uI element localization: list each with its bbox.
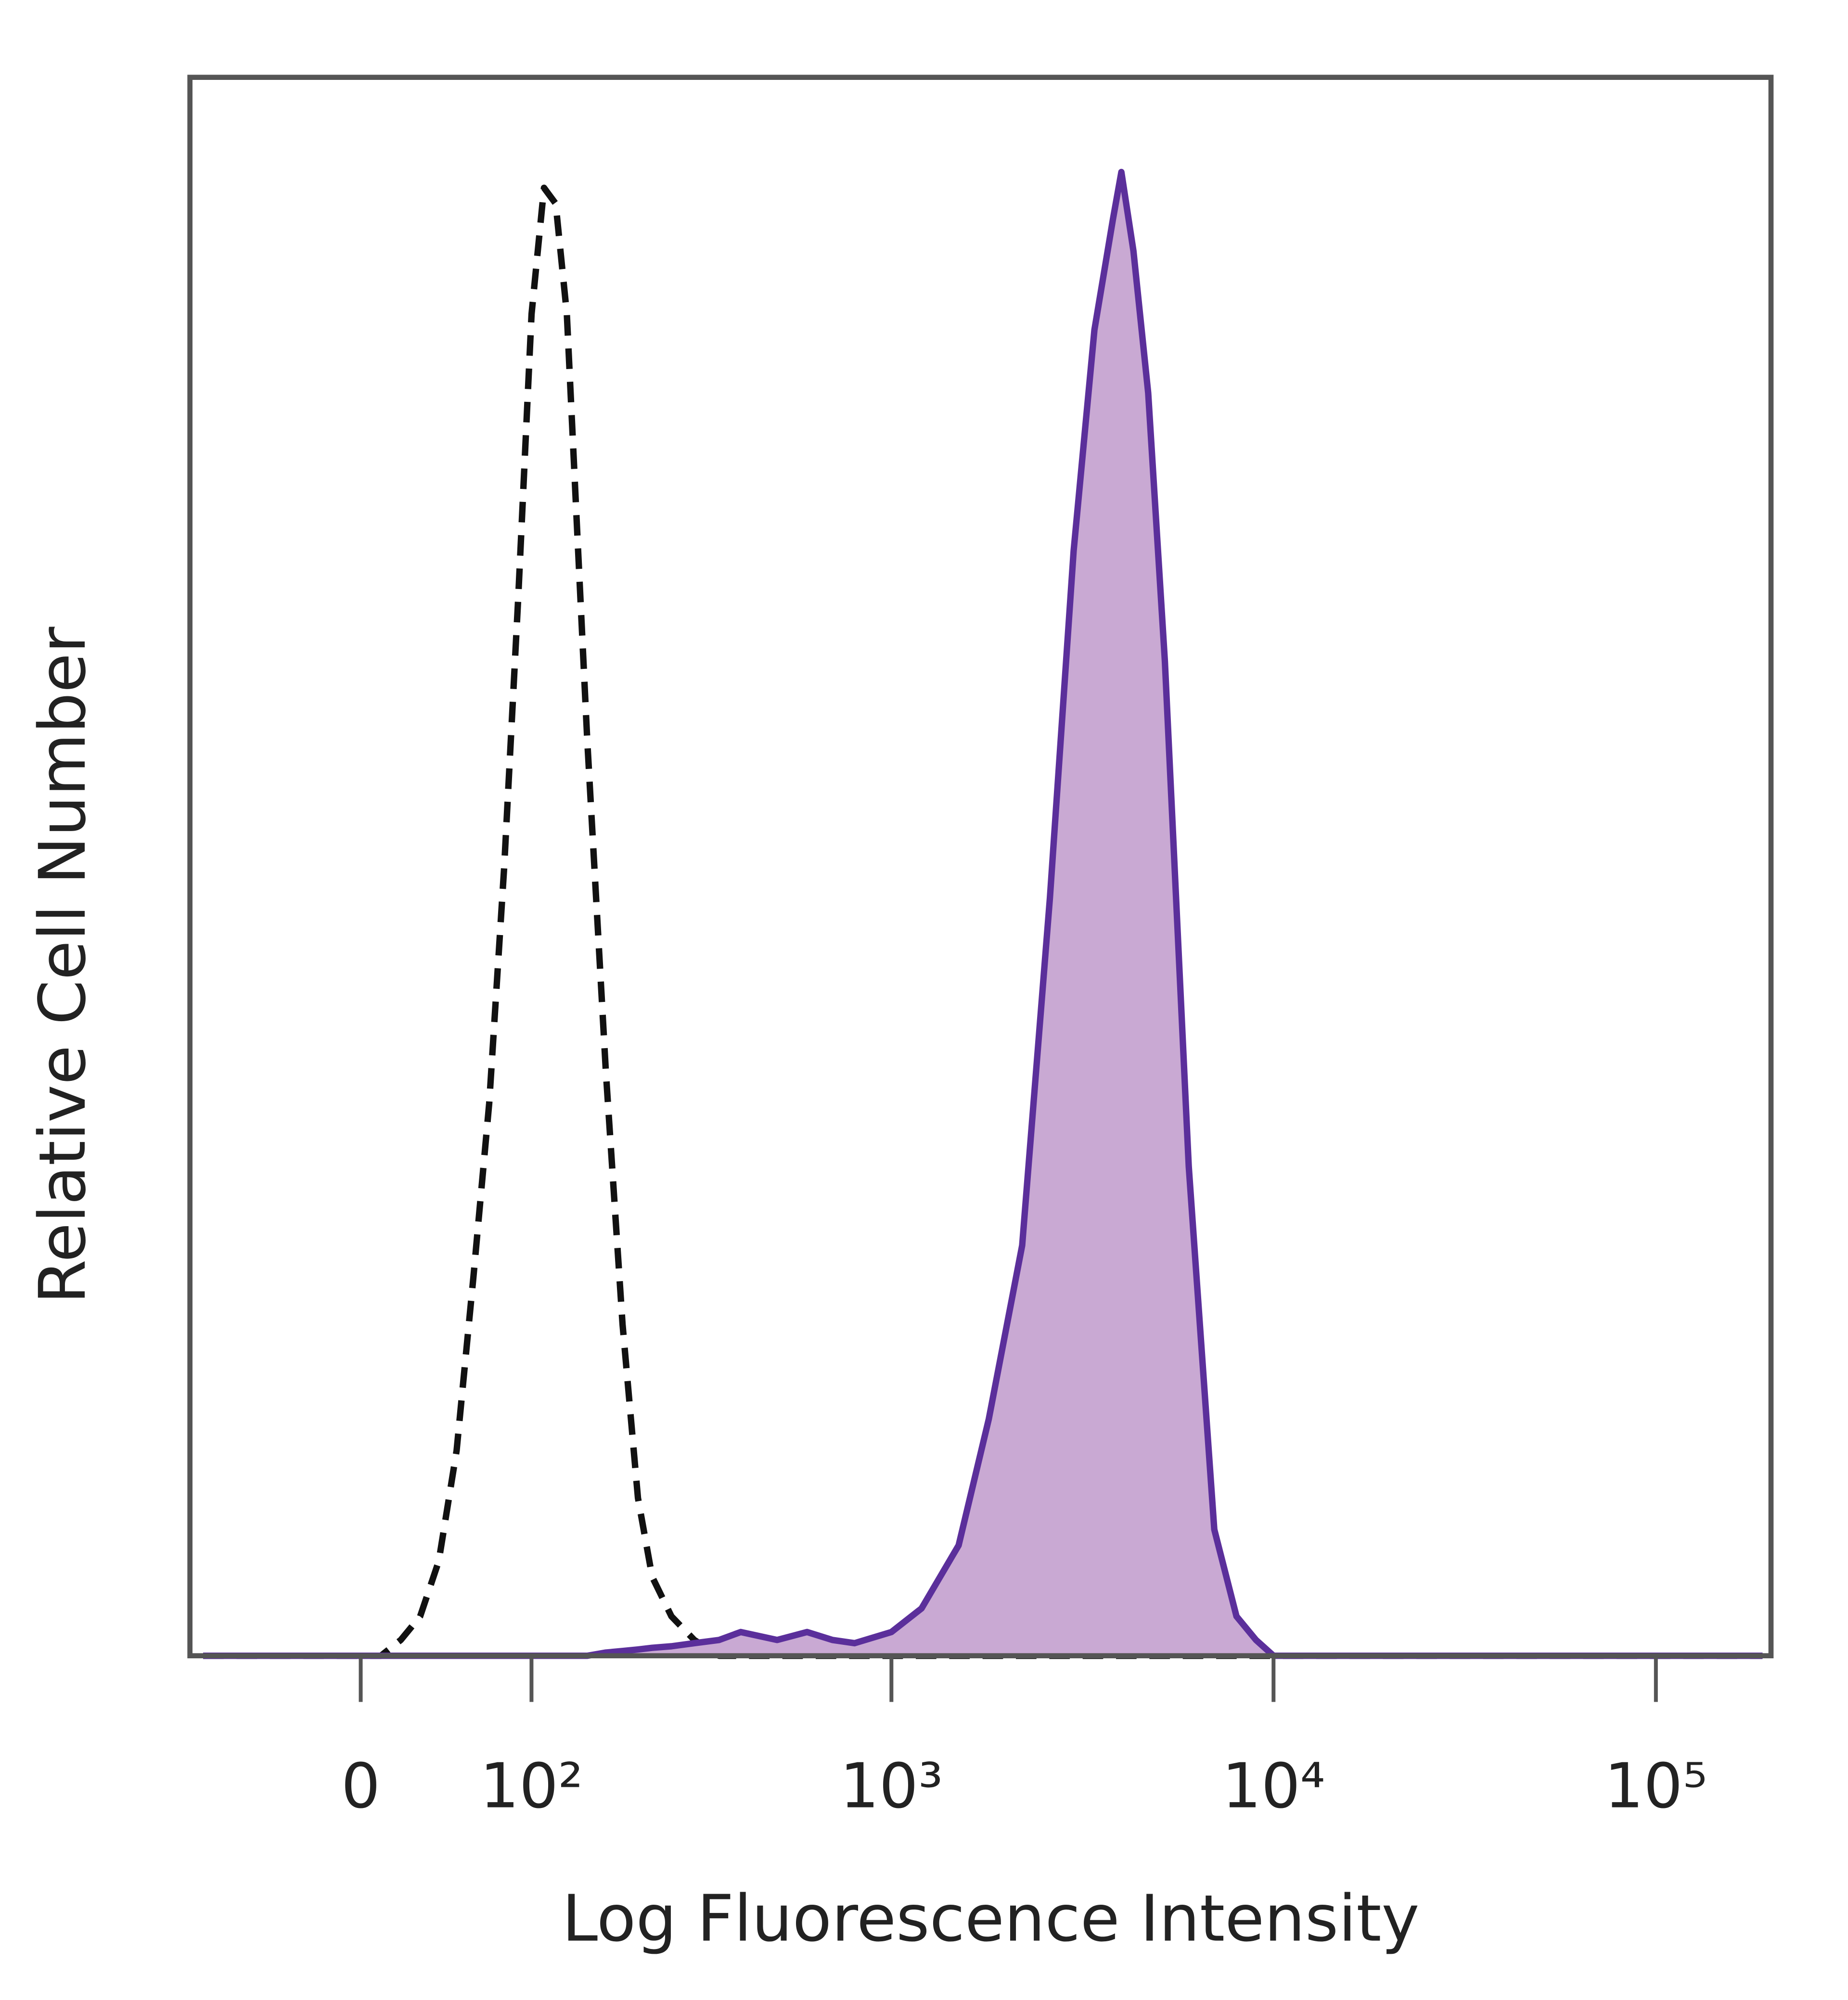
y-axis-label: Relative Cell Number: [26, 627, 100, 1304]
x-tick-label: 0: [341, 1750, 380, 1822]
plot-frame: [187, 75, 1774, 1658]
series-line: [203, 168, 1763, 1659]
x-tick-label: 10⁵: [1604, 1750, 1707, 1822]
x-axis-label: Log Fluorescence Intensity: [562, 1882, 1420, 1956]
x-tick-label: 10³: [840, 1750, 943, 1822]
x-tick-label: 10²: [480, 1750, 583, 1822]
x-tick-label: 10⁴: [1222, 1750, 1325, 1822]
